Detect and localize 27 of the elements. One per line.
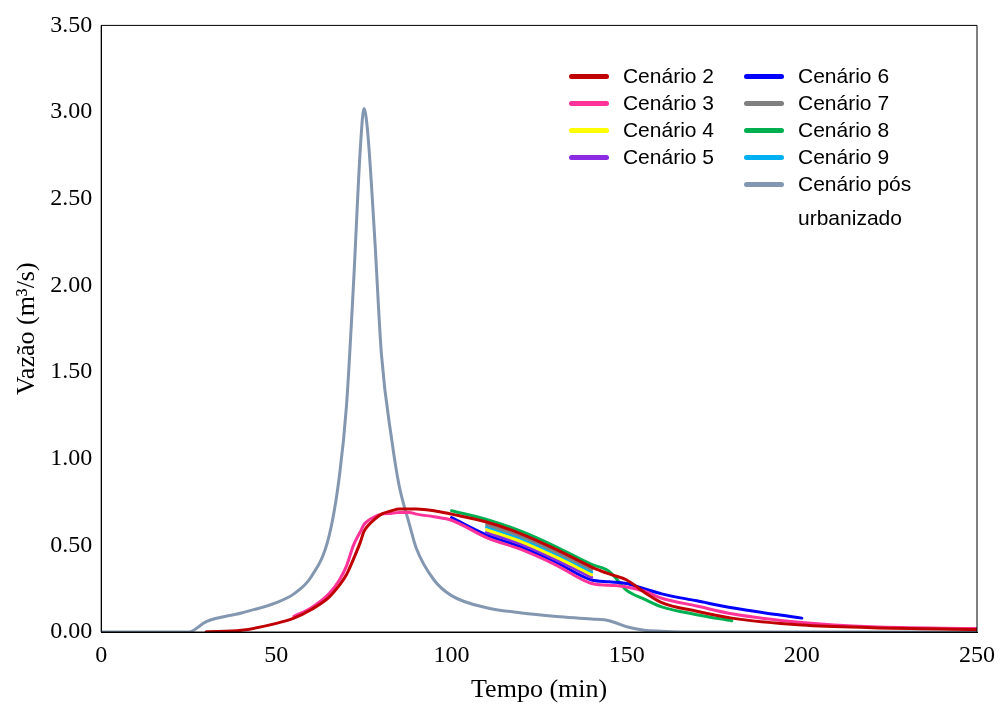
legend-label: Cenário 6 (798, 63, 890, 89)
legend-label: Cenário 3 (622, 90, 714, 116)
legend-label: Cenário 8 (798, 117, 890, 143)
legend-label: Cenário 7 (798, 90, 890, 116)
x-tick-label: 0 (95, 640, 108, 667)
line-series (450, 509, 734, 623)
y-tick-label: 3.50 (50, 10, 93, 37)
y-tick-label: 0.50 (50, 530, 93, 557)
x-tick-label: 250 (959, 640, 995, 667)
legend-label: Cenário 5 (622, 144, 714, 170)
y-tick-label: 0.00 (50, 617, 93, 644)
y-axis-title: Vazão (m³/s) (11, 262, 41, 396)
x-tick-label: 200 (783, 640, 820, 667)
y-tick-label: 1.00 (50, 443, 93, 470)
y-tick-label: 3.00 (50, 97, 93, 124)
y-tick-label: 2.00 (50, 270, 93, 297)
legend-label: Cenário pós urbanizado (798, 171, 913, 231)
legend-label: Cenário 9 (798, 144, 890, 170)
y-tick-label: 1.50 (50, 357, 93, 384)
x-axis-title: Tempo (min) (471, 674, 608, 704)
x-tick-label: 100 (433, 640, 470, 667)
x-tick-label: 150 (608, 640, 645, 667)
legend-label: Cenário 2 (622, 63, 714, 89)
legend-label: Cenário 4 (622, 117, 714, 143)
line-series (450, 516, 804, 620)
x-tick-label: 50 (264, 640, 289, 667)
y-tick-label: 2.50 (50, 184, 93, 211)
